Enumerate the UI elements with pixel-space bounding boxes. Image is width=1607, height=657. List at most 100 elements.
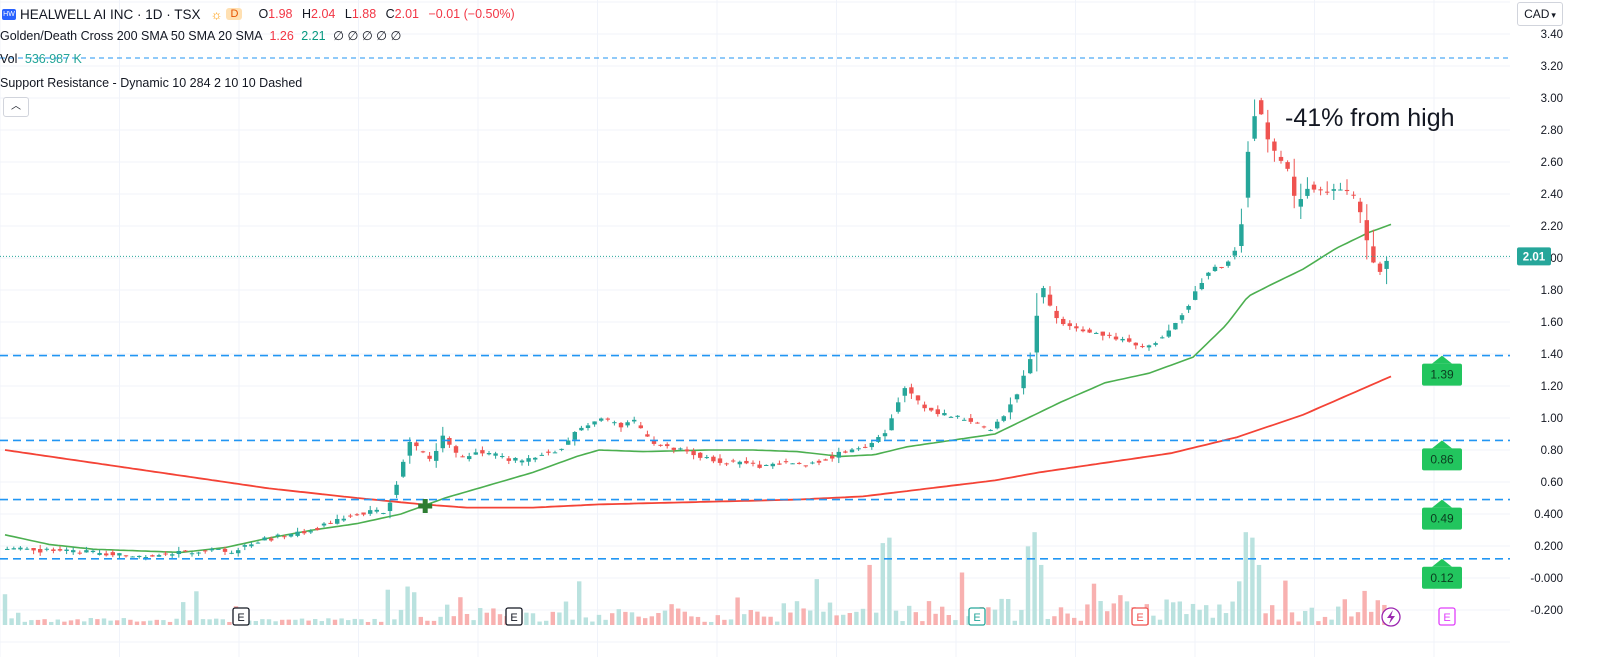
candle-body bbox=[163, 553, 168, 555]
volume-bar bbox=[1012, 620, 1017, 625]
candle-body bbox=[242, 545, 247, 547]
candle-body bbox=[440, 435, 445, 449]
candle-body bbox=[480, 450, 485, 454]
candle-body bbox=[513, 457, 518, 461]
candle-body bbox=[605, 418, 610, 420]
volume-bar bbox=[1039, 564, 1044, 625]
candle-body bbox=[189, 553, 195, 555]
candle-body bbox=[176, 550, 181, 555]
earnings-marker-label: E bbox=[510, 612, 517, 624]
volume-bar bbox=[1032, 532, 1037, 625]
candle-body bbox=[585, 425, 591, 429]
indicator-golden-cross[interactable]: Golden/Death Cross 200 SMA 50 SMA 20 SMA… bbox=[0, 28, 401, 43]
candle-body bbox=[1028, 359, 1033, 374]
candle-body bbox=[625, 422, 630, 426]
collapse-legend-button[interactable]: ︿ bbox=[3, 97, 29, 117]
candle-body bbox=[1094, 332, 1099, 334]
candle-body bbox=[1318, 189, 1323, 191]
candle-body bbox=[995, 421, 1000, 429]
volume-bar bbox=[933, 613, 938, 625]
volume-bar bbox=[148, 620, 153, 625]
volume-bar bbox=[1336, 606, 1341, 625]
volume-bar bbox=[1243, 532, 1248, 625]
candle-body bbox=[519, 460, 525, 463]
volume-bar bbox=[920, 621, 925, 625]
chevron-up-icon: ︿ bbox=[11, 101, 21, 112]
candle-body bbox=[566, 440, 571, 445]
volume-value: 536.987 K bbox=[24, 52, 82, 66]
volume-bar bbox=[583, 617, 588, 625]
candle-body bbox=[110, 552, 115, 556]
volume-bar bbox=[207, 619, 212, 625]
candle-body bbox=[876, 437, 881, 442]
volume-bar bbox=[1019, 609, 1024, 625]
candle-body bbox=[1067, 323, 1072, 327]
volume-bar bbox=[709, 621, 714, 625]
volume-bar bbox=[273, 621, 278, 625]
candle-body bbox=[1325, 191, 1330, 193]
volume-bar bbox=[134, 621, 140, 625]
symbol-title[interactable]: HEALWELL AI INC · 1D · TSX bbox=[20, 6, 201, 22]
candle-body bbox=[328, 522, 333, 524]
volume-bar bbox=[946, 615, 951, 625]
volume-bar bbox=[253, 621, 258, 625]
candle-body bbox=[1120, 338, 1125, 341]
y-axis-tick: 0.60 bbox=[1541, 477, 1563, 489]
volume-bar bbox=[1105, 611, 1110, 625]
volume-bar bbox=[636, 616, 641, 625]
volume-bar bbox=[1375, 600, 1380, 625]
volume-bar bbox=[570, 619, 575, 625]
volume-bar bbox=[1151, 615, 1156, 625]
candle-body bbox=[64, 549, 69, 551]
last-price-tag bbox=[1517, 247, 1551, 266]
candle-body bbox=[143, 557, 148, 559]
volume-bar bbox=[1256, 564, 1262, 625]
volume-bar bbox=[161, 620, 166, 625]
candle-body bbox=[698, 452, 703, 458]
candle-body bbox=[856, 448, 861, 450]
candle-body bbox=[156, 555, 162, 557]
candle-body bbox=[1338, 189, 1343, 191]
candle-body bbox=[368, 510, 373, 514]
volume-bar bbox=[887, 537, 892, 625]
candle-body bbox=[77, 552, 82, 554]
candle-body bbox=[1278, 156, 1284, 161]
annotation-text: -41% from high bbox=[1285, 104, 1455, 132]
volume-bar bbox=[1072, 617, 1077, 625]
candle-body bbox=[354, 514, 360, 516]
candle-body bbox=[1265, 122, 1270, 140]
y-axis-tick: 1.00 bbox=[1541, 413, 1563, 425]
change-value: −0.01 (−0.50%) bbox=[428, 7, 515, 21]
candle-body bbox=[427, 455, 432, 459]
sun-icon[interactable]: ☼ bbox=[210, 6, 223, 22]
candle-body bbox=[1113, 336, 1119, 340]
candle-body bbox=[764, 464, 769, 466]
y-axis-tick: 2.20 bbox=[1541, 221, 1563, 233]
candle-body bbox=[1245, 151, 1251, 198]
volume-bar bbox=[431, 620, 437, 625]
currency-button[interactable]: CAD ▾ bbox=[1517, 2, 1563, 26]
volume-bar bbox=[867, 564, 872, 625]
volume-bar bbox=[616, 609, 621, 625]
volume-bar bbox=[1111, 603, 1116, 625]
volume-bar bbox=[748, 609, 753, 625]
candle-body bbox=[236, 550, 241, 554]
candle-body bbox=[170, 554, 175, 556]
golden-cross-marker bbox=[422, 499, 428, 513]
sma50-line bbox=[4, 223, 1392, 554]
candle-body bbox=[1212, 266, 1218, 272]
candle-body bbox=[5, 548, 10, 550]
candle-body bbox=[665, 444, 670, 447]
candle-body bbox=[744, 460, 749, 464]
session-badge[interactable]: D bbox=[226, 8, 243, 20]
candle-body bbox=[1166, 330, 1171, 337]
volume-bar bbox=[1263, 613, 1268, 625]
volume-bar bbox=[610, 613, 615, 625]
candle-body bbox=[988, 429, 993, 431]
volume-bar bbox=[1355, 612, 1361, 625]
indicator-support-resistance[interactable]: Support Resistance - Dynamic 10 284 2 10… bbox=[0, 76, 302, 90]
indicator-volume[interactable]: Vol 536.987 K bbox=[0, 52, 82, 66]
volume-bar bbox=[590, 621, 595, 625]
volume-bar bbox=[557, 612, 562, 625]
